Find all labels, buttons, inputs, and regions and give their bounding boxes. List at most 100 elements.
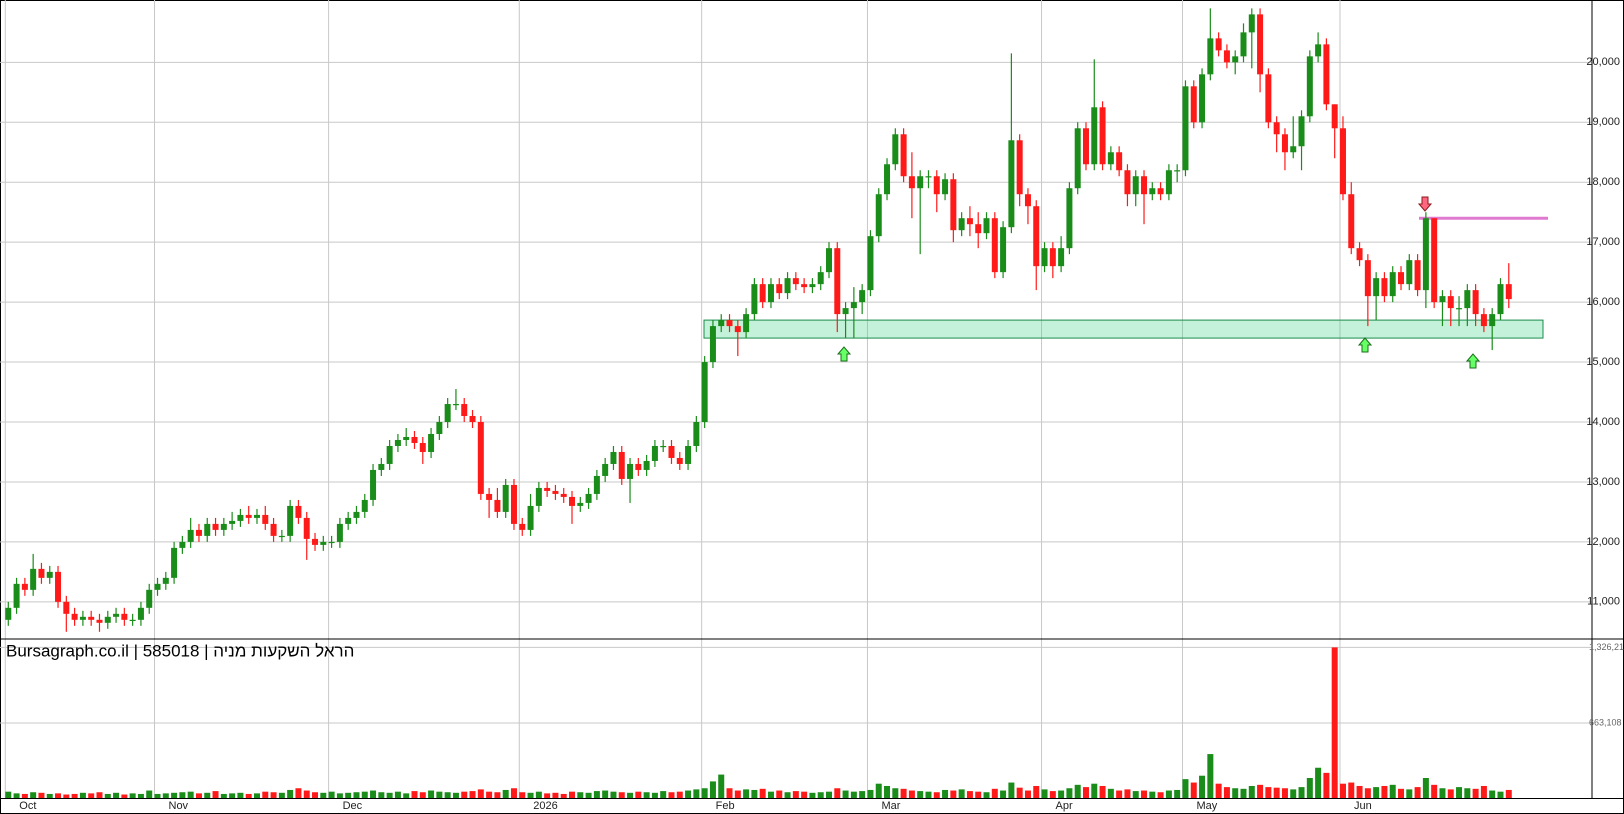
- volume-bar: [444, 792, 451, 799]
- volume-bar: [1232, 788, 1239, 799]
- candle-body: [1339, 128, 1346, 195]
- volume-bar: [1107, 788, 1114, 799]
- candle-body: [1422, 218, 1429, 291]
- candle-body: [933, 176, 940, 195]
- volume-bar: [635, 791, 642, 799]
- candle-body: [452, 404, 459, 406]
- volume-bar: [320, 792, 327, 799]
- volume-bar: [933, 792, 940, 799]
- candle-body: [96, 619, 103, 623]
- volume-bar: [303, 790, 310, 799]
- candle-body: [386, 445, 393, 464]
- candle-body: [5, 607, 12, 620]
- volume-bar: [1174, 789, 1181, 799]
- volume-bar: [1149, 791, 1156, 799]
- candle-body: [162, 577, 169, 584]
- y-tick-label: 15,000: [1586, 356, 1620, 368]
- volume-bar: [743, 789, 750, 799]
- candle-body: [1290, 146, 1297, 153]
- volume-bar: [544, 793, 551, 799]
- volume-bar: [1157, 792, 1164, 799]
- volume-bar: [776, 790, 783, 799]
- y-tick-label: 18,000: [1586, 176, 1620, 188]
- candle-body: [328, 541, 335, 544]
- candle-body: [1281, 134, 1288, 153]
- volume-bar: [651, 792, 658, 799]
- x-tick-label: Dec: [343, 800, 363, 812]
- candle-body: [270, 523, 277, 536]
- buy-arrow: [1357, 337, 1373, 353]
- candle-body: [734, 326, 741, 333]
- volume-bar: [1240, 788, 1247, 799]
- volume-bar: [519, 792, 526, 799]
- volume-bar: [958, 789, 965, 799]
- volume-bar: [1414, 787, 1421, 799]
- volume-bar: [1331, 647, 1338, 799]
- y-tick-label: 14,000: [1586, 416, 1620, 428]
- candle-body: [1066, 188, 1073, 249]
- x-tick-label: Mar: [881, 800, 900, 812]
- volume-bar: [569, 791, 576, 799]
- volume-bar: [486, 791, 493, 799]
- volume-bar: [162, 793, 169, 799]
- volume-bar: [295, 788, 302, 799]
- volume-bar: [1373, 787, 1380, 799]
- candle-body: [709, 326, 716, 363]
- volume-bar: [925, 791, 932, 799]
- volume-bar: [1024, 790, 1031, 799]
- volume-bar: [378, 792, 385, 799]
- volume-bar: [287, 789, 294, 799]
- volume-bar: [502, 789, 509, 799]
- volume-bar: [1447, 789, 1454, 799]
- volume-bar: [46, 793, 53, 799]
- candle-body: [88, 616, 95, 620]
- volume-bar: [96, 792, 103, 799]
- candle-body: [1157, 188, 1164, 195]
- x-tick-label: Oct: [19, 800, 36, 812]
- volume-bar: [79, 792, 86, 799]
- candle-body: [55, 571, 62, 602]
- candle-body: [486, 493, 493, 500]
- candle-body: [1024, 194, 1031, 207]
- volume-bar: [593, 791, 600, 799]
- volume-bar: [1464, 788, 1471, 799]
- candle-body: [792, 278, 799, 285]
- volume-bar: [767, 791, 774, 799]
- candle-body: [527, 505, 534, 530]
- volume-bar: [892, 788, 899, 799]
- candle-body: [660, 445, 667, 448]
- volume-bar: [1323, 772, 1330, 799]
- candle-body: [204, 523, 211, 536]
- candle-body: [353, 511, 360, 518]
- x-tick-label: Feb: [716, 800, 735, 812]
- volume-bar: [1082, 787, 1089, 799]
- candle-body: [577, 502, 584, 506]
- volume-bar: [1398, 788, 1405, 799]
- candle-body: [229, 520, 236, 524]
- y-tick-label: 16,000: [1586, 296, 1620, 308]
- volume-bar: [726, 788, 733, 799]
- candle-body: [1389, 272, 1396, 297]
- volume-bar: [1257, 784, 1264, 799]
- candle-body: [403, 436, 410, 440]
- volume-bar: [262, 791, 269, 799]
- candle-body: [1323, 44, 1330, 105]
- candle-body: [1223, 50, 1230, 63]
- candle-body: [1174, 170, 1181, 172]
- volume-bar: [991, 788, 998, 799]
- candle-body: [1116, 152, 1123, 171]
- x-tick-label: May: [1196, 800, 1217, 812]
- volume-bar: [1306, 777, 1313, 799]
- candle-body: [1248, 14, 1255, 33]
- volume-bar: [1182, 779, 1189, 799]
- volume-bar: [345, 792, 352, 799]
- volume-bar: [436, 791, 443, 799]
- volume-bar: [917, 791, 924, 799]
- volume-bar: [204, 792, 211, 799]
- volume-bar: [1298, 787, 1305, 799]
- volume-bar: [312, 792, 319, 799]
- volume-bar: [179, 792, 186, 799]
- candle-body: [370, 469, 377, 500]
- candle-body: [220, 523, 227, 530]
